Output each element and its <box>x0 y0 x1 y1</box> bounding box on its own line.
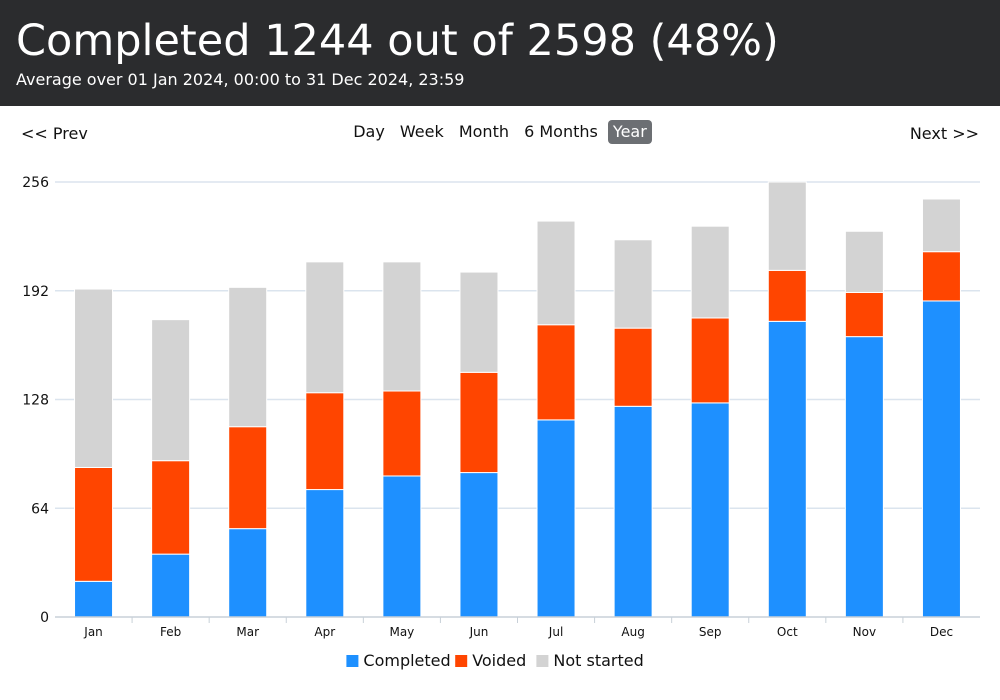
x-tick-label: May <box>389 625 414 639</box>
legend: Completed Voided Not started <box>346 651 644 670</box>
x-tick-label: Feb <box>160 625 181 639</box>
period-day-button[interactable]: Day <box>353 122 385 141</box>
legend-swatch <box>536 655 549 667</box>
bars <box>74 181 961 618</box>
bar-voided <box>151 460 191 555</box>
bar-voided <box>613 327 653 407</box>
bar-voided <box>921 251 961 302</box>
y-tick-label: 192 <box>22 284 49 300</box>
period-month-button[interactable]: Month <box>458 122 509 141</box>
period-6-months-button[interactable]: 6 Months <box>524 122 598 141</box>
x-tick-label: Oct <box>777 625 798 639</box>
period-selector: Day Week Month 6 Months Year <box>0 120 1000 144</box>
bar-not-started <box>74 288 114 468</box>
x-tick-label: Apr <box>314 625 335 639</box>
bar-completed <box>74 580 114 618</box>
y-tick-label: 64 <box>31 501 49 517</box>
legend-label: Completed <box>363 651 450 670</box>
bar-not-started <box>536 220 576 326</box>
x-tick-label: Mar <box>236 625 259 639</box>
bar-voided <box>536 324 576 421</box>
x-tick-label: Aug <box>621 625 644 639</box>
legend-swatch <box>346 655 359 667</box>
y-tick-label: 128 <box>22 393 49 409</box>
bar-completed <box>767 320 807 618</box>
legend-label: Voided <box>472 651 526 670</box>
bar-voided <box>305 392 345 491</box>
bar-not-started <box>228 286 268 428</box>
x-tick-label: Jan <box>83 625 103 639</box>
bar-not-started <box>459 271 499 373</box>
summary-header: Completed 1244 out of 2598 (48%) Average… <box>0 0 1000 106</box>
x-tick-label: Nov <box>853 625 876 639</box>
period-navigation: Day Week Month 6 Months Year << Prev Nex… <box>0 120 1000 150</box>
bar-voided <box>459 371 499 474</box>
period-year-button[interactable]: Year <box>607 120 652 144</box>
x-tick-label: Sep <box>699 625 722 639</box>
bar-voided <box>690 317 730 404</box>
bar-voided <box>844 291 884 338</box>
bar-completed <box>459 472 499 618</box>
grid-lines <box>55 181 980 509</box>
bar-not-started <box>767 181 807 271</box>
bar-completed <box>382 475 422 618</box>
bar-voided <box>767 269 807 322</box>
stacked-bar-chart: 0 64 128 192 256 Jan Feb Mar Apr May Jun Jul Aug Sep O… <box>22 175 980 670</box>
bar-completed <box>536 419 576 618</box>
bar-not-started <box>613 239 653 329</box>
bar-not-started <box>382 261 422 392</box>
period-week-button[interactable]: Week <box>399 122 444 141</box>
bar-completed <box>228 528 268 618</box>
legend-label: Not started <box>553 651 643 670</box>
bar-not-started <box>305 261 345 394</box>
bar-voided <box>74 466 114 582</box>
page-title: Completed 1244 out of 2598 (48%) <box>16 16 779 66</box>
x-tick-label: Dec <box>930 625 953 639</box>
bar-not-started <box>921 198 961 253</box>
bar-voided <box>382 390 422 477</box>
bar-completed <box>151 553 191 618</box>
legend-swatch <box>455 655 468 667</box>
axes: 0 64 128 192 256 Jan Feb Mar Apr May Jun Jul Aug Sep O… <box>22 175 980 639</box>
x-tick-label: Jul <box>548 625 563 639</box>
prev-button[interactable]: << Prev <box>21 124 88 143</box>
date-range-subtitle: Average over 01 Jan 2024, 00:00 to 31 De… <box>16 70 465 89</box>
bar-completed <box>921 300 961 618</box>
bar-completed <box>305 489 345 618</box>
bar-completed <box>613 405 653 618</box>
y-tick-label: 0 <box>40 610 49 626</box>
y-tick-label: 256 <box>22 175 49 191</box>
bar-not-started <box>690 225 730 319</box>
x-tick-label: Jun <box>469 625 489 639</box>
bar-voided <box>228 426 268 530</box>
bar-completed <box>844 336 884 618</box>
bar-not-started <box>151 319 191 462</box>
bar-not-started <box>844 230 884 293</box>
next-button[interactable]: Next >> <box>909 124 979 143</box>
bar-completed <box>690 402 730 618</box>
